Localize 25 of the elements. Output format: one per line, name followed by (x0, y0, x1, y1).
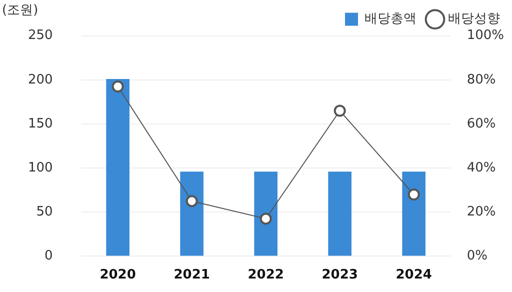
point (186, 195, 198, 208)
point (334, 104, 346, 117)
point (112, 80, 124, 92)
legend-label: 배당총액 (364, 12, 416, 27)
x-tick-label: 2023 (322, 267, 358, 282)
x-tick-label: 2021 (174, 267, 210, 282)
y2-tick-label: 0% (466, 248, 488, 264)
legend-label: 배당성향 (448, 12, 500, 27)
y-tick-label: 0 (44, 248, 53, 264)
x-tick-label: 2020 (100, 267, 136, 282)
y-tick-label: 250 (28, 28, 53, 44)
y-tick-label: 200 (28, 72, 53, 88)
y2-tick-label: 60% (466, 116, 496, 132)
y2-tick-label: 40% (466, 160, 496, 176)
y2-tick-label: 100% (466, 28, 504, 44)
x-tick-label: 2024 (396, 267, 432, 282)
y2-tick-label: 20% (466, 204, 496, 220)
y-tick-label: 100 (28, 160, 53, 176)
y-tick-label: 50 (36, 204, 53, 220)
y-tick-label: 150 (28, 116, 53, 132)
x-tick-label: 2022 (248, 267, 284, 282)
y2-tick-label: 80% (466, 72, 496, 88)
point (260, 212, 272, 225)
y-axis-title: (조원) (2, 2, 38, 18)
point (408, 188, 420, 200)
